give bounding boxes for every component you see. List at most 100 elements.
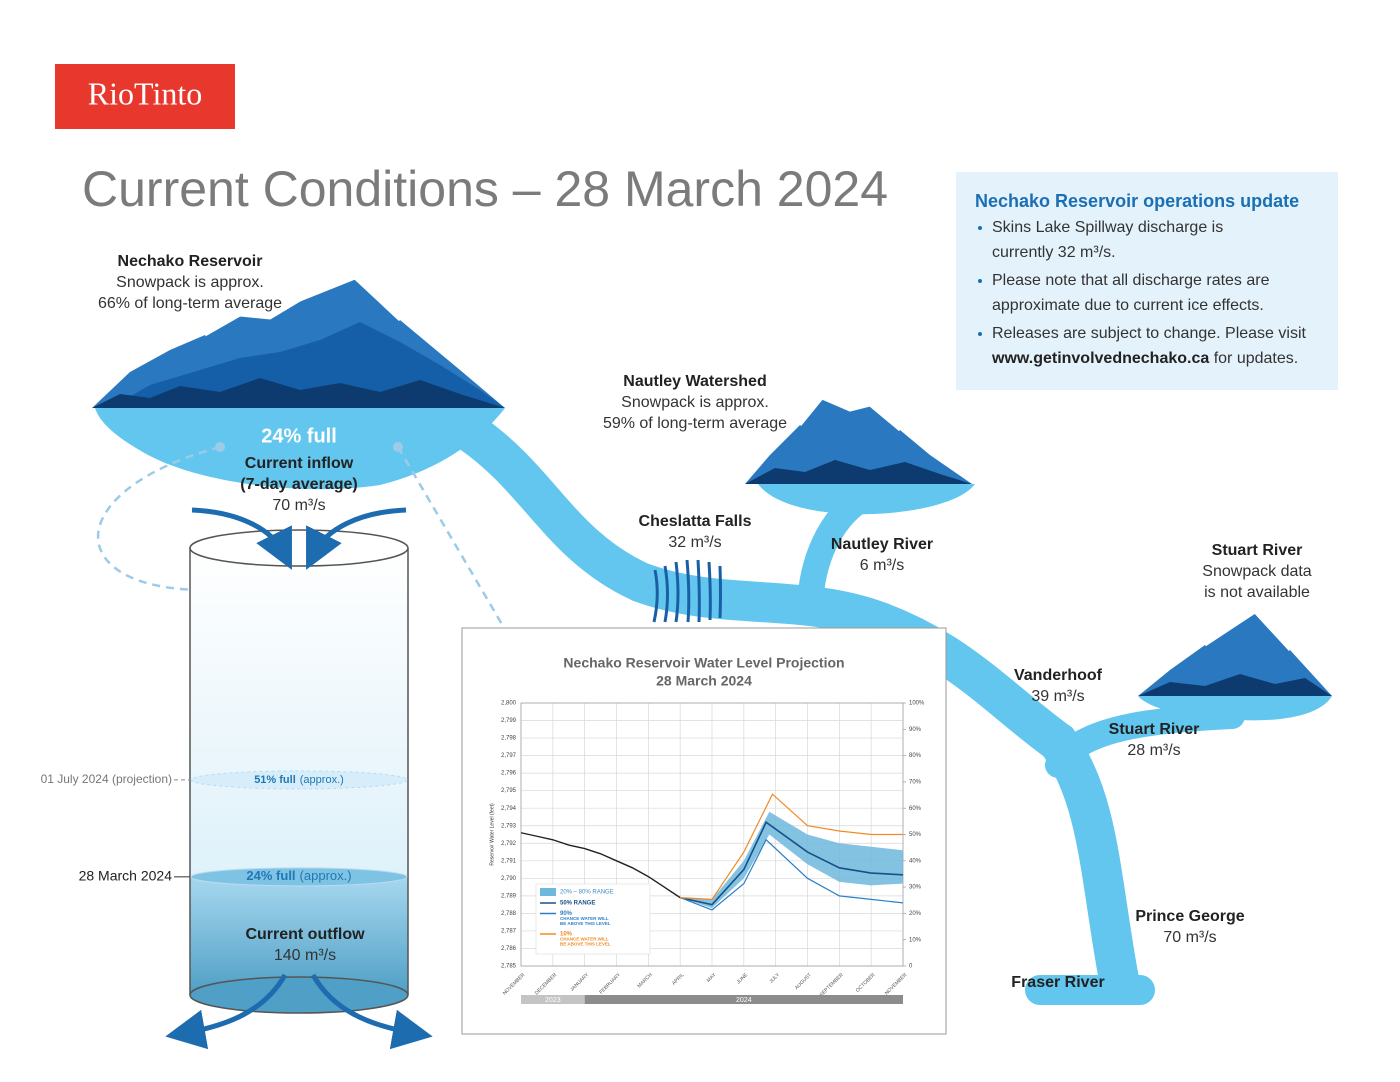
bullet-line: Releases are subject to change. Please v… [992,325,1307,342]
legend-label: 20% – 80% RANGE [560,890,614,896]
place-info: 39 m³/s [1031,688,1084,705]
place-name: Fraser River [1011,974,1104,991]
place-info: 70 m³/s [272,497,325,514]
series-line [679,838,904,911]
level-surface [190,770,408,790]
nautley-lake [758,484,975,515]
level-label: 51% full (approx.) [254,774,344,786]
y-tick-label: 2,790 [501,876,517,882]
link: www.getinvolvednechako.ca [991,350,1209,367]
bullet-dot [978,332,982,336]
place-name: Prince George [1135,908,1244,925]
level-note: (approx.) [300,774,344,786]
page-title: Current Conditions – 28 March 2024 [82,161,888,217]
y-tick-label: 2,786 [501,946,517,952]
bullet-dot [978,279,982,283]
update-title: Nechako Reservoir operations update [975,191,1299,211]
y2-tick-label: 40% [909,858,922,864]
logo-box [55,64,235,129]
y2-tick-label: 100% [909,701,925,707]
y2-tick-label: 20% [909,911,922,917]
nautley-mountain [745,396,972,484]
y2-tick-label: 70% [909,779,922,785]
series-line [679,821,904,906]
place-name: Nechako Reservoir [118,253,263,270]
y-tick-label: 2,793 [501,823,517,829]
level-label: 24% full (approx.) [246,868,351,883]
cheslatta-falls [652,559,722,623]
place-info: is not available [1204,584,1310,601]
year-label: 2023 [545,997,561,1004]
update-bullets: Skins Lake Spillway discharge is currentl… [978,219,1307,367]
bullet-dot [978,226,982,230]
y-tick-label: 2,789 [501,893,517,899]
chart-title: Nechako Reservoir Water Level Projection [563,655,844,671]
y2-tick-label: 60% [909,806,922,812]
legend-label: 10% [560,932,573,938]
place-info: Snowpack data [1202,563,1312,580]
bullet-line: Please note that all discharge rates are [992,272,1270,289]
y2-tick-label: 0 [909,964,913,970]
connectors [96,445,522,656]
place-name: Nautley River [831,536,933,553]
place-info: 32 m³/s [668,534,721,551]
chart-frame [461,627,947,1035]
place-name: Stuart River [1109,721,1200,738]
place-info: 66% of long-term average [98,295,282,312]
place-name: (7-day average) [240,476,357,493]
y-tick-label: 2,787 [501,929,517,935]
place-info: 6 m³/s [860,557,904,574]
reservoir-fill: 24% full [261,425,337,447]
chart-title: 28 March 2024 [656,673,752,689]
place-info: 140 m³/s [274,947,336,964]
year-label: 2024 [736,997,752,1004]
bullet-line: currently 32 m³/s. [992,244,1116,261]
place-info: Snowpack is approx. [621,394,769,411]
stuart-mountain [1138,610,1332,696]
year-bar [584,995,903,1004]
tank-levels: 01 July 2024 (projection) 51% full (approx… [41,770,408,887]
flow-arrows [165,507,433,1050]
y-tick-label: 2,797 [501,753,517,759]
place-labels: Nechako Reservoir Snowpack is approx. 66% … [98,253,1312,991]
legend-label: 90% [560,911,573,917]
level-date: 28 March 2024 [79,868,173,884]
y-tick-label: 2,799 [501,718,517,724]
y-tick-label: 2,792 [501,841,517,847]
logo: RioTinto [88,75,202,111]
update-box [956,172,1338,390]
y2-tick-label: 90% [909,727,922,733]
bullet-line: www.getinvolvednechako.ca for updates. [991,350,1298,367]
bullet-text: for updates. [1209,350,1298,367]
stuart-lake [1138,696,1332,721]
reservoir-mountain [92,276,505,408]
place-name: Current outflow [245,926,365,943]
y-tick-label: 2,791 [501,858,517,864]
y-tick-label: 2,800 [501,701,517,707]
reservoir-lake [95,408,505,490]
legend-note: CHANCE WATER WILL [560,916,609,921]
chart: Nechako Reservoir Water Level Projection… [489,655,925,1004]
place-name: Vanderhoof [1014,667,1103,684]
place-info: 70 m³/s [1163,929,1216,946]
level-surface [190,867,408,887]
legend-label: 50% RANGE [560,901,595,907]
series-line [520,832,681,899]
y-tick-label: 2,795 [501,788,517,794]
y2-tick-label: 50% [909,832,922,838]
bullet-line: Skins Lake Spillway discharge is [992,219,1223,236]
year-bar [521,995,585,1004]
place-name: Stuart River [1212,542,1303,559]
y-tick-label: 2,788 [501,911,517,917]
y2-tick-label: 30% [909,885,922,891]
place-name: Nautley Watershed [623,373,766,390]
level-note: (approx.) [300,868,352,883]
place-name: Cheslatta Falls [639,513,752,530]
y-axis-title: Reservoir Water Level (feet) [489,803,495,866]
level-date: 01 July 2024 (projection) [41,772,172,786]
legend-note: CHANCE WATER WILL [560,937,609,942]
range-band [680,811,903,909]
place-info: 59% of long-term average [603,415,787,432]
level-pct: 24% full [246,868,295,883]
